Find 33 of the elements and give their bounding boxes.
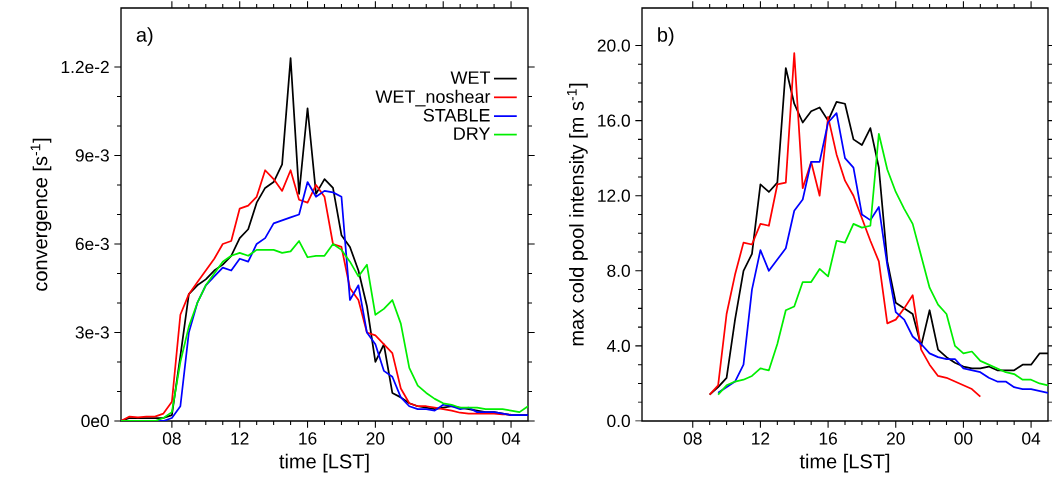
y-tick-label: 0.0 [607,414,630,428]
y-tick-label: 20.0 [597,39,630,52]
y-tick-label: 12.0 [598,189,630,202]
y-tick-label: 0e0 [81,414,109,428]
y-tick-label: 9e-3 [75,149,109,162]
y-tick-label: 1.2e-2 [61,60,109,74]
x-tick-label: 12 [231,432,249,445]
y-axis-title: convergence [s$^{-1}$] [30,138,52,291]
x-tick-label: 04 [502,432,521,445]
x-tick-label: 12 [752,432,770,445]
x-tick-label: 20 [366,432,385,445]
x-tick-label: 08 [683,432,702,445]
legend-label: STABLE [423,108,490,122]
x-tick-label: 08 [162,432,181,445]
x-tick-label: 00 [954,432,973,445]
x-tick-label: 20 [886,432,905,445]
legend-label: WET_noshear [375,89,491,107]
legend-label: DRY [454,127,491,140]
x-axis-title: time [LST] [799,453,890,473]
y-tick-label: 3e-3 [75,326,109,339]
annotation: a) [136,27,153,46]
y-tick-label: 8.0 [607,264,630,277]
x-tick-label: 16 [819,432,837,445]
y-tick-label: 4.0 [606,339,630,353]
x-tick-label: 00 [434,432,453,445]
x-tick-label: 16 [299,432,317,445]
y-tick-label: 16.0 [598,114,630,127]
legend-label: WET [450,71,491,84]
x-axis-title: time [LST] [279,453,369,473]
annotation: b) [658,27,674,46]
y-axis-title: max cold pool intensity [m s$^{-1}$] [567,83,588,346]
y-tick-label: 6e-3 [75,237,109,251]
x-tick-label: 04 [1022,432,1041,445]
